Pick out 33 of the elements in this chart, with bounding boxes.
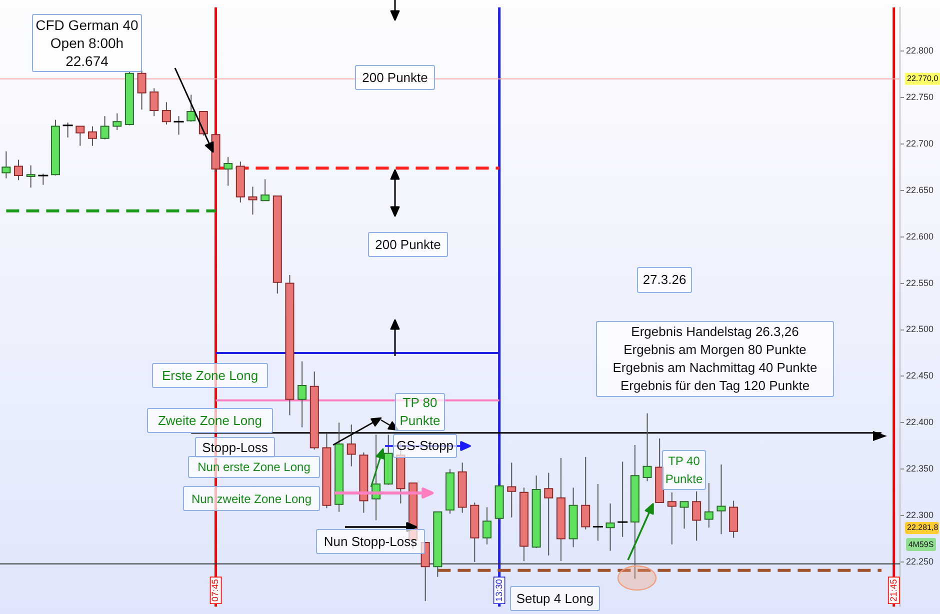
annotation: Nun Stopp-Loss <box>316 529 425 554</box>
annotation: CFD German 40 Open 8:00h 22.674 <box>32 14 142 72</box>
y-tick-label: 22.550 <box>906 278 934 288</box>
x-tick-label: 13:30 <box>494 579 504 602</box>
annotation: 200 Punkte <box>355 65 435 90</box>
annotation: 200 Punkte <box>368 232 448 257</box>
annotation: Nun erste Zone Long <box>188 456 320 478</box>
annotation: GS-Stopp <box>393 434 457 458</box>
annotation: Stopp-Loss <box>195 437 275 458</box>
x-tick-label: 07:45 <box>210 579 220 602</box>
annotation: Erste Zone Long <box>152 363 268 388</box>
y-tick-label: 22.300 <box>906 510 934 520</box>
x-tick-label: 21:45 <box>888 579 898 602</box>
annotation: Zweite Zone Long <box>147 408 273 433</box>
y-tick-label: 22.500 <box>906 324 934 334</box>
y-tick-label: 22.250 <box>906 556 934 566</box>
y-tick-label: 22.450 <box>906 370 934 381</box>
y-tick-label: 22.700 <box>906 138 934 148</box>
y-tick-label: 22.750 <box>906 92 934 102</box>
y-tick-label: 22.350 <box>906 464 934 474</box>
annotation: Ergebnis Handelstag 26.3,26 Ergebnis am Morgen 80 Punkte Ergebnis am Nachmittag 40 Punkte Ergebnis für den Tag 120 Punkte <box>596 321 834 397</box>
annotation: TP 40 Punkte <box>662 450 706 490</box>
text: 22.281,8 <box>905 522 939 534</box>
y-tick-label: 22.650 <box>906 184 934 195</box>
annotation: Setup 4 Long <box>510 586 600 611</box>
y-tick-label: 22.800 <box>906 46 934 56</box>
annotation: TP 80 Punkte <box>395 393 445 431</box>
y-tick-label: 22.600 <box>906 231 934 242</box>
text: 4M59S <box>906 538 936 551</box>
y-tick-label: 22.400 <box>906 417 934 428</box>
annotation: Nun zweite Zone Long <box>183 486 320 511</box>
annotation: 27.3.26 <box>637 267 692 293</box>
ref-line-label: 22.770,0 <box>907 74 939 84</box>
